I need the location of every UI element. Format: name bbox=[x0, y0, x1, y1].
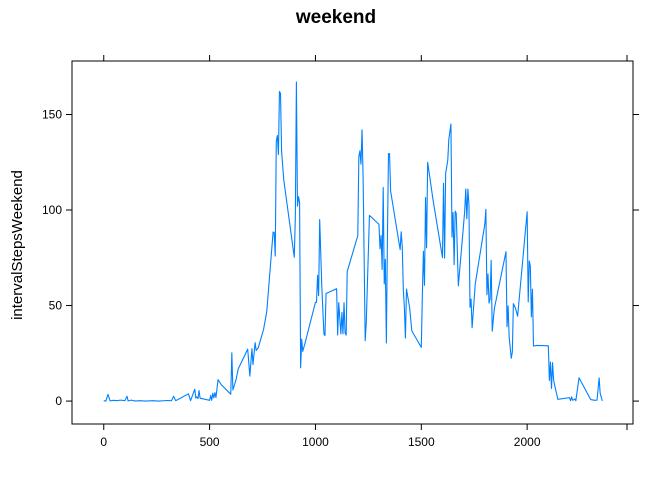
x-tick-label: 500 bbox=[200, 435, 220, 449]
y-tick-label: 50 bbox=[49, 299, 63, 313]
x-tick-label: 1500 bbox=[408, 435, 435, 449]
plot-area bbox=[103, 81, 603, 402]
y-tick-label: 100 bbox=[42, 203, 62, 217]
panel-frame bbox=[71, 60, 634, 425]
y-tick-label: 150 bbox=[42, 107, 62, 121]
x-tick-label: 2000 bbox=[514, 435, 541, 449]
y-tick-label: 0 bbox=[55, 394, 62, 408]
axes: 0 500 1000 1500 2000 0 50 100 150 bbox=[42, 55, 639, 449]
series-line-0 bbox=[103, 81, 603, 402]
x-tick-label: 0 bbox=[100, 435, 107, 449]
x-tick-label: 1000 bbox=[302, 435, 329, 449]
y-axis-label: intervalStepsWeekend bbox=[9, 170, 26, 320]
chart-title: weekend bbox=[295, 7, 376, 28]
